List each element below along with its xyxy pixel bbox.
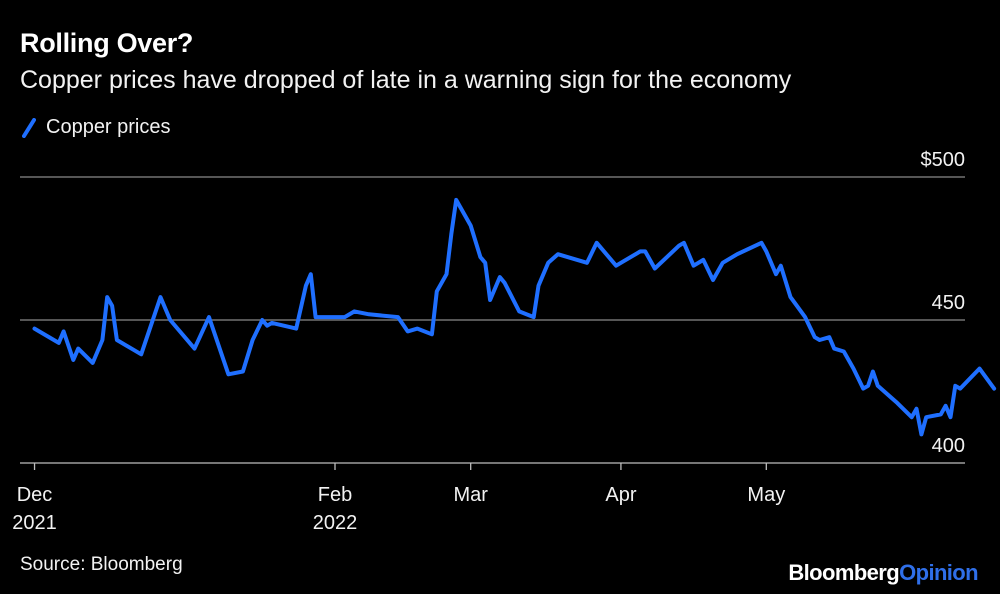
brand-accent: Opinion: [899, 560, 979, 585]
brand-main: Bloomberg: [788, 560, 900, 585]
x-tick-label: Dec: [17, 484, 53, 506]
x-tick-label: Apr: [605, 484, 636, 506]
x-tick-year-label: 2021: [12, 512, 57, 534]
chart-subtitle: Copper prices have dropped of late in a …: [20, 66, 792, 94]
x-tick-year-label: 2022: [313, 512, 358, 534]
chart-title: Rolling Over?: [20, 28, 194, 58]
y-tick-label: $500: [921, 149, 966, 171]
y-tick-label: 400: [932, 435, 965, 457]
legend-swatch-icon: [22, 117, 36, 138]
y-tick-label: 450: [932, 292, 965, 314]
x-tick-label: Feb: [318, 484, 352, 506]
brand-logo: BloombergOpinion: [788, 560, 978, 586]
x-tick-label: Mar: [453, 484, 488, 506]
series-line-copper-prices: [32, 197, 997, 437]
source-note: Source: Bloomberg: [20, 554, 183, 575]
legend: Copper prices: [22, 116, 171, 139]
legend-label: Copper prices: [46, 116, 171, 138]
x-tick-label: May: [747, 484, 785, 506]
